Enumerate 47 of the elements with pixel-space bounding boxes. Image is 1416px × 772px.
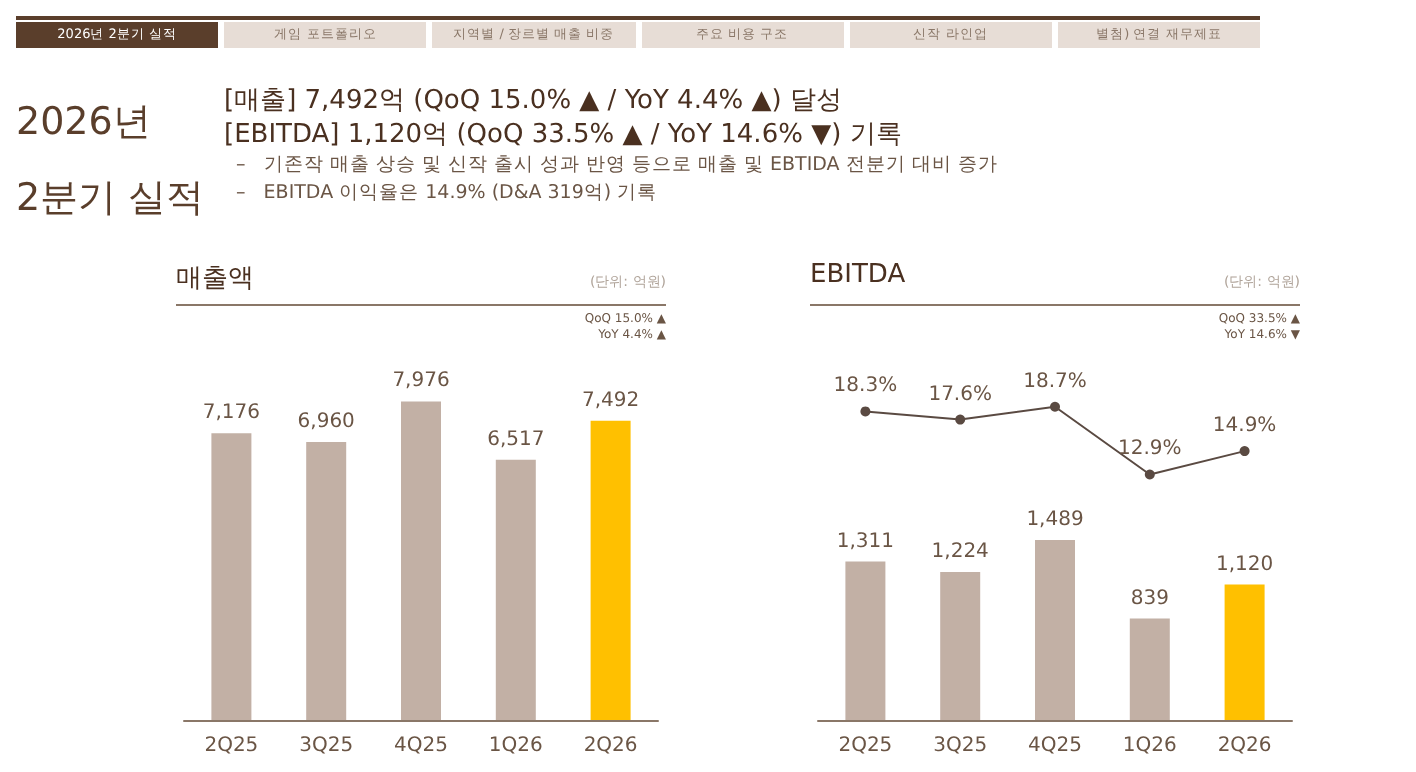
chart-title: 매출액 [176, 262, 254, 296]
text: – 기존작 매출 상승 및 신작 출시 성과 반영 등으로 매출 및 EBTIDA 전분기 대비 증가 [234, 152, 1000, 180]
data-label: 6,517 [487, 428, 545, 451]
text: EBITDA [810, 260, 906, 290]
data-label: 14.9% [1212, 415, 1277, 438]
data-label: 7,176 [202, 402, 261, 425]
bar [1035, 540, 1075, 720]
bar [306, 442, 347, 720]
bar [845, 561, 886, 720]
data-label: 7,976 [392, 370, 450, 393]
bar [590, 420, 631, 720]
data-label: 12.9% [1118, 438, 1182, 461]
point [955, 414, 966, 425]
data-label: 17.6% [928, 383, 992, 406]
bar [1129, 618, 1170, 720]
data-label: 18.7% [1023, 370, 1087, 393]
point [1144, 469, 1155, 480]
point [1239, 446, 1250, 457]
x-tick-label: 1Q26 [488, 735, 543, 757]
data-label: 18.3% [833, 375, 898, 398]
bar [1224, 584, 1265, 720]
data-label: 1,120 [1215, 553, 1274, 576]
x-tick-label: 3Q25 [299, 735, 354, 757]
data-label: 1,489 [1026, 509, 1084, 531]
x-tick-label: 2Q25 [204, 735, 259, 757]
point [1050, 401, 1060, 412]
data-label: 1,224 [931, 541, 989, 564]
point [860, 406, 871, 417]
bar [940, 572, 981, 720]
text: – EBITDA 이익율은 14.9% (D&A 319억) 기록 [234, 180, 660, 208]
x-tick-label: 4Q25 [1028, 735, 1082, 757]
text: [EBITDA] 1,120억 (QoQ 33.5% ▲ / YoY 14.6% ▼) 기록 [224, 118, 904, 152]
text: 2026년 2분기 실적 [16, 98, 207, 224]
x-tick-label: 2Q26 [583, 735, 638, 757]
x-tick-label: 2Q25 [838, 735, 893, 757]
x-tick-label: 2Q26 [1217, 735, 1272, 757]
bar [401, 401, 441, 720]
x-tick-label: 3Q25 [933, 735, 988, 757]
x-tick-label: 4Q25 [394, 735, 448, 757]
data-label: 6,960 [297, 411, 355, 433]
data-label: 7,492 [581, 389, 640, 412]
text: [매출] 7,492억 (QoQ 15.0% ▲ / YoY 4.4% ▲) 달성 [224, 84, 844, 118]
bar [211, 433, 252, 720]
x-tick-label: 1Q26 [1122, 735, 1177, 757]
data-label: 839 [1130, 587, 1169, 610]
bar [495, 459, 536, 720]
data-label: 1,311 [836, 530, 895, 553]
